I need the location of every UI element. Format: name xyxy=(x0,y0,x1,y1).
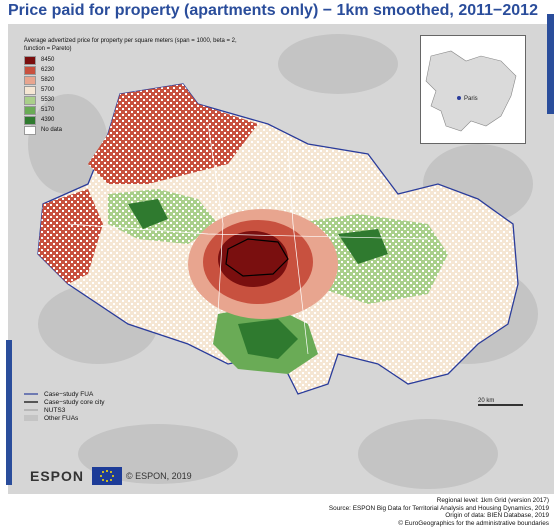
legend-label: 5700 xyxy=(41,87,55,93)
eu-stars-icon xyxy=(100,470,115,482)
legend-swatch xyxy=(24,115,36,125)
other-fua-symbol xyxy=(24,415,38,421)
map-title: Price paid for property (apartments only… xyxy=(8,2,538,19)
legend-swatch xyxy=(24,65,36,75)
legend-core-label: Case−study core city xyxy=(44,398,105,406)
scale-label: 20 km xyxy=(478,398,495,404)
inset-paris-label: Paris xyxy=(464,96,478,102)
right-accent-bar xyxy=(547,14,554,114)
zone-north-red xyxy=(88,84,258,184)
zone-south-dark-green xyxy=(238,319,298,359)
nuts-line-symbol xyxy=(24,409,38,411)
legend-title: Average advertized price for property pe… xyxy=(24,38,237,52)
logo-row: ESPON © ESPON, 2019 xyxy=(30,465,192,487)
footer-line-3: Origin of data: BIEN Database, 2019 xyxy=(445,512,549,520)
footer-credits: Regional level: 1km Grid (version 2017) … xyxy=(329,497,549,527)
espon-logo: ESPON xyxy=(30,468,85,484)
legend-swatch xyxy=(24,105,36,115)
legend-nuts: NUTS3 xyxy=(24,406,105,414)
legend-item-5: 5530 xyxy=(24,95,244,105)
legend-label: 5170 xyxy=(41,107,55,113)
legend-swatch xyxy=(24,85,36,95)
legend-label: 6230 xyxy=(41,67,55,73)
legend-swatch xyxy=(24,75,36,85)
locator-inset-map xyxy=(420,35,526,144)
price-legend: Average advertized price for property pe… xyxy=(24,38,244,135)
left-accent-bar xyxy=(6,340,12,485)
legend-item-6: 5170 xyxy=(24,105,244,115)
copyright-text: © ESPON, 2019 xyxy=(126,471,192,481)
legend-label: 5530 xyxy=(41,97,55,103)
legend-item-3: 5820 xyxy=(24,75,244,85)
legend-other-label: Other FUAs xyxy=(44,414,79,422)
zone-northwest-dark-green xyxy=(128,199,168,229)
boundary-legend: Case−study FUA Case−study core city NUTS… xyxy=(24,390,105,422)
legend-swatch xyxy=(24,55,36,65)
legend-core: Case−study core city xyxy=(24,398,105,406)
legend-other: Other FUAs xyxy=(24,414,105,422)
footer-line-2: Source: ESPON Big Data for Territorial A… xyxy=(328,504,549,512)
legend-label: 4390 xyxy=(41,117,55,123)
legend-item-2: 6230 xyxy=(24,65,244,75)
footer-line-4: © EuroGeographics for the administrative… xyxy=(398,519,549,527)
legend-item-7: 4390 xyxy=(24,115,244,125)
legend-item-4: 5700 xyxy=(24,85,244,95)
eu-flag-icon xyxy=(92,467,123,485)
legend-swatch xyxy=(24,125,36,135)
core-city-boundary xyxy=(225,238,289,277)
fua-line-symbol xyxy=(24,393,38,395)
legend-label: 8450 xyxy=(41,57,55,63)
legend-item-8: No data xyxy=(24,125,244,135)
scale-bar xyxy=(478,404,523,406)
legend-label: 5820 xyxy=(41,77,55,83)
legend-item-1: 8450 xyxy=(24,55,244,65)
legend-label: No data xyxy=(41,127,63,133)
core-line-symbol xyxy=(24,401,38,403)
legend-nuts-label: NUTS3 xyxy=(44,406,66,414)
map-canvas xyxy=(28,34,538,489)
legend-fua: Case−study FUA xyxy=(24,390,105,398)
zone-west-red xyxy=(38,189,103,284)
nuts3-boundaries xyxy=(67,123,429,355)
europe-outline xyxy=(421,36,525,143)
legend-swatch xyxy=(24,95,36,105)
legend-fua-label: Case−study FUA xyxy=(44,390,94,398)
footer-line-1: Regional level: 1km Grid (version 2017) xyxy=(436,497,549,504)
